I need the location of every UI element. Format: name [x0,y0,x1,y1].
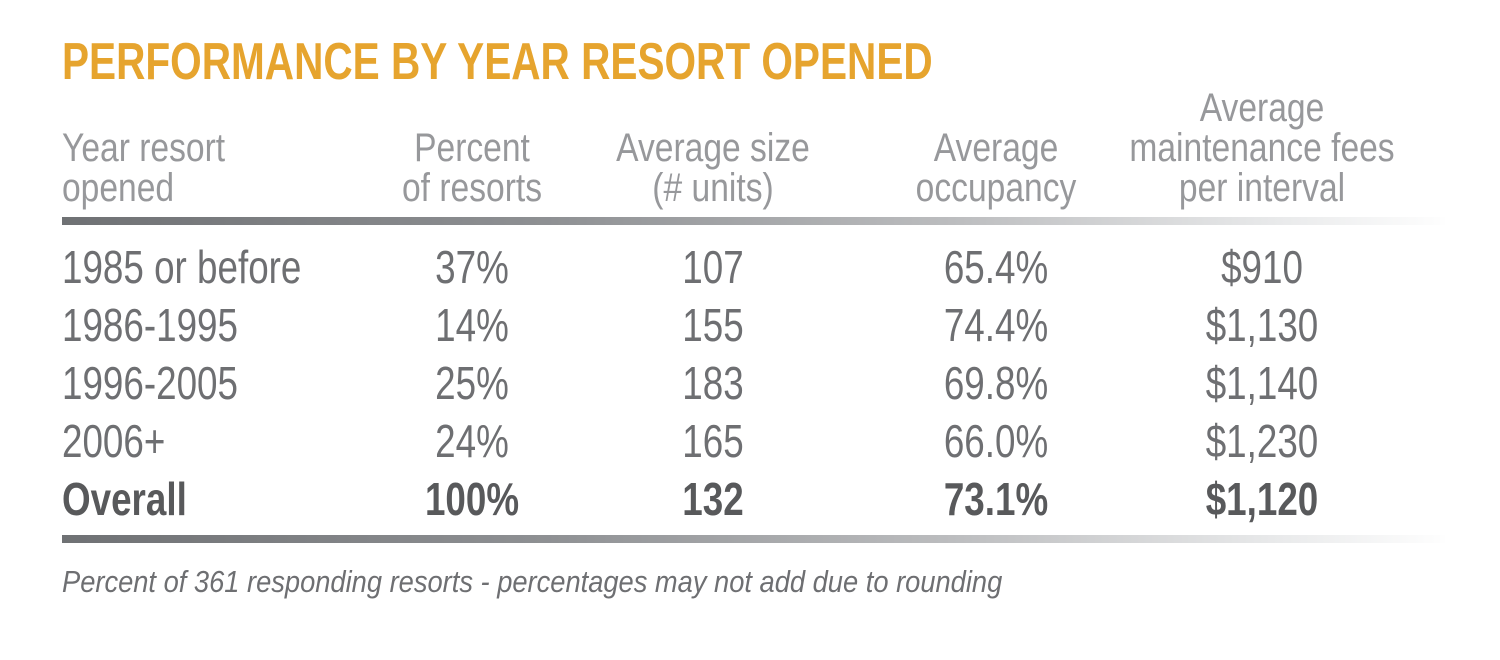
footnote: Percent of 361 responding resorts - perc… [62,564,1003,599]
cell-avg-size: 132 [682,473,744,525]
cell-year-range: 1986-1995 [62,299,238,351]
column-header-average-size: Average size (# units) [562,128,864,208]
figure-title: PERFORMANCE BY YEAR RESORT OPENED [62,33,933,91]
cell-fees: $1,130 [1205,299,1319,351]
cell-percent: 25% [435,357,509,409]
header-line: Year resort [62,126,226,170]
footer-divider-rule [62,535,1445,543]
table-row: 2006+ 24% 165 66.0% $1,230 [62,412,1445,470]
header-line: (# units) [652,166,774,210]
cell-percent: 100% [424,473,520,525]
cell-occupancy: 65.4% [943,241,1049,293]
header-line: Average [933,126,1059,170]
cell-fees: $1,230 [1205,415,1319,467]
cell-occupancy: 66.0% [943,415,1049,467]
header-line: Percent [414,126,530,170]
cell-occupancy: 74.4% [943,299,1049,351]
cell-percent: 24% [435,415,509,467]
cell-percent: 37% [435,241,509,293]
header-divider-rule [62,217,1445,225]
cell-percent: 14% [435,299,509,351]
cell-fees: $1,140 [1205,357,1319,409]
cell-occupancy: 69.8% [943,357,1049,409]
cell-avg-size: 155 [682,299,744,351]
header-line: Average size [616,126,810,170]
cell-avg-size: 107 [682,241,744,293]
cell-occupancy: 73.1% [943,473,1049,525]
cell-year-range: 1996-2005 [62,357,238,409]
column-header-percent-of-resorts: Percent of resorts [321,128,623,208]
figure-content: PERFORMANCE BY YEAR RESORT OPENED Year r… [62,33,1445,599]
cell-fees: $910 [1221,241,1303,293]
header-line: Average [1199,86,1325,130]
header-line: opened [62,166,175,210]
cell-avg-size: 165 [682,415,744,467]
cell-avg-size: 183 [682,357,744,409]
table-header: Year resort opened Percent of resorts Av… [62,88,1445,208]
header-line: occupancy [915,166,1077,210]
table-row-overall: Overall 100% 132 73.1% $1,120 [62,470,1445,528]
table-body: 1985 or before 37% 107 65.4% $910 1986-1… [62,238,1445,528]
header-line: of resorts [401,166,543,210]
column-header-maintenance-fees: Average maintenance fees per interval [1069,88,1455,208]
table-row: 1996-2005 25% 183 69.8% $1,140 [62,354,1445,412]
cell-year-range: 1985 or before [62,241,302,293]
table-row: 1985 or before 37% 107 65.4% $910 [62,238,1445,296]
header-line: per interval [1178,166,1346,210]
table-row: 1986-1995 14% 155 74.4% $1,130 [62,296,1445,354]
header-line: maintenance fees [1129,126,1395,170]
column-header-year-opened: Year resort opened [62,128,225,208]
cell-year-range: Overall [62,473,187,525]
cell-fees: $1,120 [1205,473,1319,525]
cell-year-range: 2006+ [62,415,166,467]
column-header-average-occupancy: Average occupancy [828,128,1164,208]
